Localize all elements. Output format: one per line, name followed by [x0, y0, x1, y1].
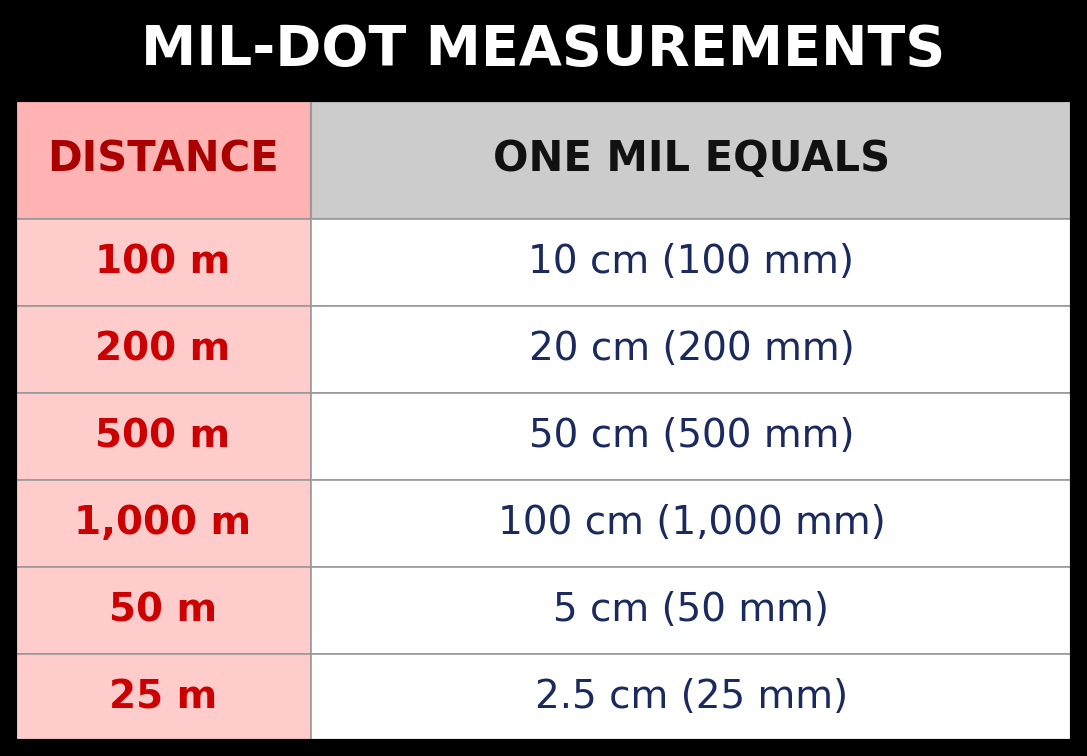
Text: ONE MIL EQUALS: ONE MIL EQUALS: [492, 138, 890, 180]
Text: MIL-DOT MEASUREMENTS: MIL-DOT MEASUREMENTS: [141, 23, 946, 77]
Text: 5 cm (50 mm): 5 cm (50 mm): [553, 591, 829, 630]
FancyBboxPatch shape: [311, 480, 1072, 567]
Text: 100 m: 100 m: [96, 243, 230, 281]
FancyBboxPatch shape: [15, 100, 311, 218]
FancyBboxPatch shape: [0, 0, 1087, 100]
Text: 2.5 cm (25 mm): 2.5 cm (25 mm): [535, 678, 848, 717]
FancyBboxPatch shape: [311, 100, 1072, 218]
FancyBboxPatch shape: [15, 218, 311, 305]
FancyBboxPatch shape: [311, 567, 1072, 654]
Text: 20 cm (200 mm): 20 cm (200 mm): [528, 330, 854, 368]
FancyBboxPatch shape: [15, 654, 311, 741]
FancyBboxPatch shape: [15, 305, 311, 392]
Text: 100 cm (1,000 mm): 100 cm (1,000 mm): [498, 504, 885, 542]
Text: 50 cm (500 mm): 50 cm (500 mm): [528, 417, 854, 455]
FancyBboxPatch shape: [15, 567, 311, 654]
Text: 25 m: 25 m: [109, 678, 217, 717]
Text: 10 cm (100 mm): 10 cm (100 mm): [528, 243, 854, 281]
Text: DISTANCE: DISTANCE: [47, 138, 279, 180]
Text: 1,000 m: 1,000 m: [74, 504, 251, 542]
FancyBboxPatch shape: [311, 392, 1072, 480]
FancyBboxPatch shape: [15, 392, 311, 480]
FancyBboxPatch shape: [311, 654, 1072, 741]
FancyBboxPatch shape: [311, 305, 1072, 392]
FancyBboxPatch shape: [311, 218, 1072, 305]
Text: 50 m: 50 m: [109, 591, 217, 630]
FancyBboxPatch shape: [15, 480, 311, 567]
Text: 200 m: 200 m: [96, 330, 230, 368]
Text: 500 m: 500 m: [96, 417, 230, 455]
